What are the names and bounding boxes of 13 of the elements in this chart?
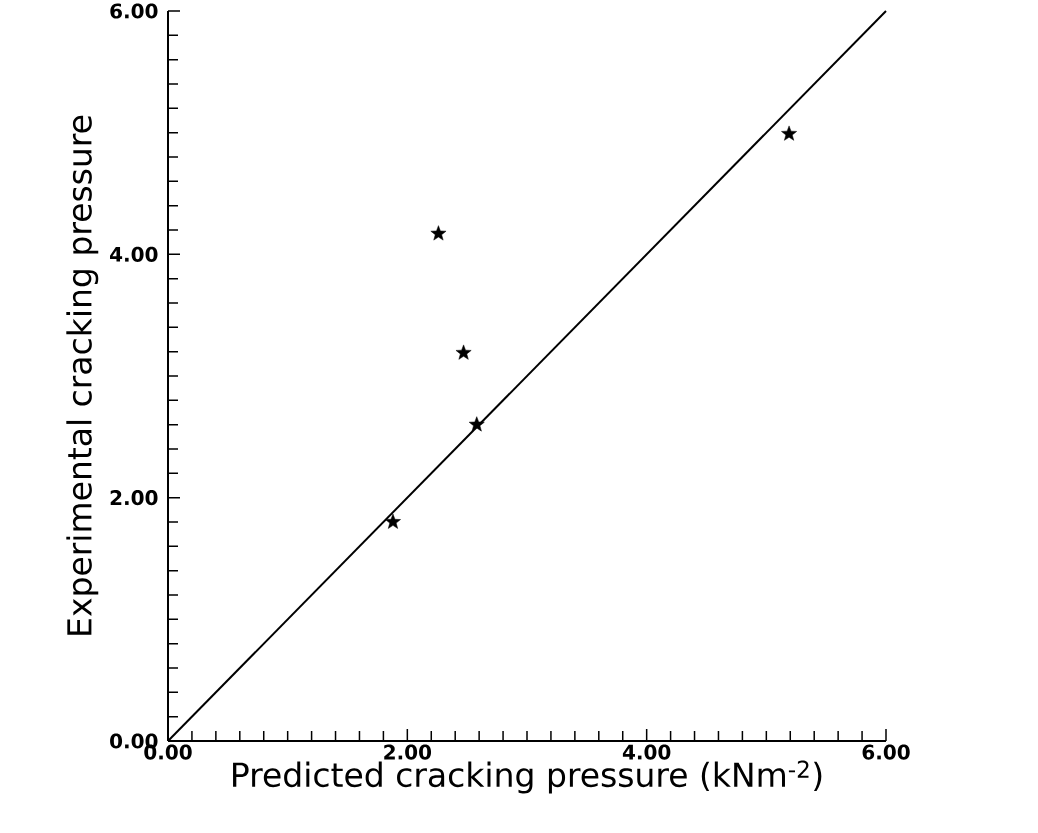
y-tick-label: 2.00 — [110, 490, 158, 506]
x-axis-title: Predicted cracking pressure (kNm$^{-2}$) — [233, 760, 822, 794]
y-tick-label: 4.00 — [110, 246, 158, 262]
y-axis-title: Experimental cracking pressure — [66, 115, 99, 635]
y-tick-label: 6.00 — [110, 3, 158, 19]
point — [430, 225, 447, 241]
point — [385, 513, 401, 529]
point — [781, 125, 797, 141]
point — [455, 344, 472, 360]
x-tick-label: 2.00 — [384, 744, 432, 760]
x-tick-label: 4.00 — [622, 744, 671, 760]
point — [468, 416, 485, 432]
x-tick-label: 6.00 — [862, 744, 910, 760]
